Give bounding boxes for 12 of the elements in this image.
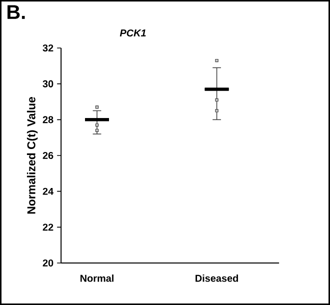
- text: B.: [8, 5, 25, 19]
- y-tick-label: 20: [42, 259, 54, 267]
- y-tick-label: 22: [42, 224, 54, 231]
- y-tick-label: 26: [42, 152, 54, 160]
- y-tick-label: 24: [42, 188, 54, 195]
- x-tick-label: Diseased: [196, 274, 238, 282]
- y-tick-label: 28: [42, 116, 54, 124]
- y-axis-title: Normalized C(t) Value: [26, 96, 38, 214]
- chart-title: PCK1: [120, 29, 146, 37]
- y-tick-label: 30: [42, 80, 54, 88]
- y-tick-label: 32: [42, 44, 54, 52]
- x-tick-label: Normal: [80, 274, 114, 282]
